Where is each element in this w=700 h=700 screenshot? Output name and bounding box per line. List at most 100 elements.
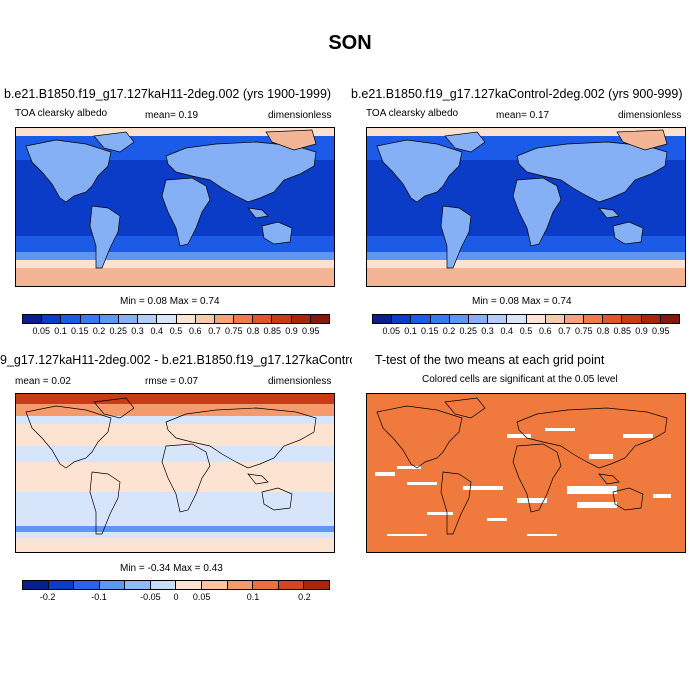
non-significant-cell: [589, 454, 613, 459]
colorbar-swatch: [304, 581, 329, 589]
colorbar-labels: -0.2 -0.1 -0.05 0 0.05 0.1 0.2: [22, 590, 330, 602]
colorbar-tick-label: 0.3: [131, 326, 144, 336]
continent-outline: [165, 407, 317, 469]
colorbar-swatch: [23, 581, 49, 589]
colorbar-swatch: [195, 315, 215, 323]
diff-subtropic-band: [16, 424, 334, 446]
colorbar-swatch: [253, 581, 279, 589]
colorbar-tick-label: -0.1: [91, 592, 107, 602]
colorbar-top-right: 0.05 0.1 0.15 0.2 0.25 0.3 0.4 0.5 0.6 0.7 0.75 0.8…: [372, 314, 680, 336]
colorbar-tick-label: 0.7: [208, 326, 221, 336]
colorbar-tick-label: 0.75: [224, 326, 243, 336]
colorbar-swatch: [411, 315, 431, 323]
colorbar-swatch: [310, 315, 329, 323]
colorbar-swatch: [99, 315, 119, 323]
continent-outline: [25, 405, 112, 469]
colorbar-tick-label: 0.5: [169, 326, 183, 336]
colorbar-swatch: [99, 581, 126, 589]
panel-title-top-left: b.e21.B1850.f19_g17.127kaH11-2deg.002 (y…: [4, 87, 332, 101]
continent-outline: [25, 139, 112, 203]
non-significant-cell: [463, 486, 503, 490]
ttest-significant-background: [367, 394, 685, 552]
diff-antarctic: [16, 538, 334, 552]
continent-outline: [247, 207, 269, 219]
colorbar-swatch: [157, 315, 177, 323]
colorbar-swatch: [392, 315, 412, 323]
colorbar-tick-label: 0.9: [635, 326, 648, 336]
colorbar-swatch: [176, 581, 203, 589]
colorbar-swatch: [202, 581, 228, 589]
colorbar-tick-label: -0.2: [39, 592, 56, 602]
colorbar-tick-label: 0.85: [613, 326, 632, 336]
colorbar-tick-label: 0.6: [188, 326, 202, 336]
colorbar-swatch: [622, 315, 642, 323]
colorbar-swatch: [125, 581, 151, 589]
sea-ice-edge: [367, 260, 685, 268]
ttest-map: [367, 394, 685, 552]
continent-outline: [89, 471, 121, 535]
colorbar-tick-label: 0.05: [192, 592, 211, 602]
continent-outline: [161, 443, 211, 513]
panel-subtitle-bottom-right: Colored cells are significant at the 0.0…: [422, 374, 618, 385]
colorbar-tick-label: 0.25: [459, 326, 478, 336]
map-top-left: [15, 127, 335, 287]
colorbar-swatch: [61, 315, 81, 323]
continent-outline: [440, 205, 472, 269]
non-significant-cell: [623, 434, 653, 438]
non-significant-cell: [397, 466, 421, 469]
southern-storm-band: [16, 252, 334, 260]
colorbar-swatch: [48, 581, 75, 589]
colorbar-tick-label: 0.7: [558, 326, 571, 336]
colorbar-labels: 0.05 0.1 0.15 0.2 0.25 0.3 0.4 0.5 0.6 0.7 0.75 0.8…: [372, 324, 680, 336]
continent-outline: [444, 131, 486, 153]
colorbar-tick-label: 0.05: [32, 326, 51, 336]
albedo-map-control: [367, 128, 685, 286]
panel-title-bottom-right: T-test of the two means at each grid poi…: [375, 353, 605, 367]
continent-outline: [512, 443, 562, 513]
panel-title-bottom-left: 9_g17.127kaH11-2deg.002 - b.e21.B1850.f1…: [0, 353, 352, 367]
southern-storm-band: [367, 252, 685, 260]
non-significant-cell: [407, 482, 437, 485]
colorbar-tick-label: 0.2: [442, 326, 456, 336]
continent-outline: [612, 221, 644, 245]
continent-outline: [376, 405, 463, 469]
non-significant-cell: [387, 534, 427, 536]
non-significant-cell: [567, 486, 617, 494]
colorbar-swatch: [526, 315, 546, 323]
continent-outline: [261, 487, 293, 511]
units-label-top-right: dimensionless: [618, 110, 682, 121]
continent-outline: [612, 487, 644, 511]
colorbar-swatch: [278, 581, 305, 589]
mean-label-top-left: mean= 0.19: [145, 110, 199, 121]
colorbar-swatch: [253, 315, 273, 323]
minmax-top-left: Min = 0.08 Max = 0.74: [120, 296, 220, 307]
continent-outline: [516, 141, 668, 203]
continent-outline: [516, 407, 668, 469]
colorbar-swatch: [641, 315, 661, 323]
non-significant-cell: [527, 534, 557, 536]
colorbar-swatch: [430, 315, 450, 323]
colorbar-tick-label: 0.1: [404, 326, 417, 336]
colorbar-swatch: [291, 315, 311, 323]
continent-outline: [598, 207, 620, 219]
colorbar-swatch: [545, 315, 565, 323]
colorbar-swatches: [372, 314, 680, 324]
arctic-high-albedo: [367, 128, 685, 136]
colorbar-tick-label: 0.1: [246, 592, 260, 602]
non-significant-cell: [517, 498, 547, 503]
variable-label-top-left: TOA clearsky albedo: [15, 108, 108, 119]
colorbar-swatch: [74, 581, 100, 589]
colorbar-swatches: [22, 314, 330, 324]
colorbar-tick-label: 0.6: [538, 326, 552, 336]
colorbar-swatch: [272, 315, 292, 323]
colorbar-tick-label: 0.75: [574, 326, 593, 336]
non-significant-cell: [427, 512, 453, 515]
colorbar-tick-label: 0.4: [500, 326, 514, 336]
colorbar-labels: 0.05 0.1 0.15 0.2 0.25 0.3 0.4 0.5 0.6 0.7 0.75 0.8…: [22, 324, 330, 336]
colorbar-swatch: [564, 315, 585, 323]
continent-outline: [440, 471, 472, 535]
mean-label-bottom-left: mean = 0.02: [15, 376, 71, 387]
colorbar-tick-label: 0.3: [481, 326, 494, 336]
continent-outline: [247, 473, 269, 485]
colorbar-swatch: [488, 315, 508, 323]
